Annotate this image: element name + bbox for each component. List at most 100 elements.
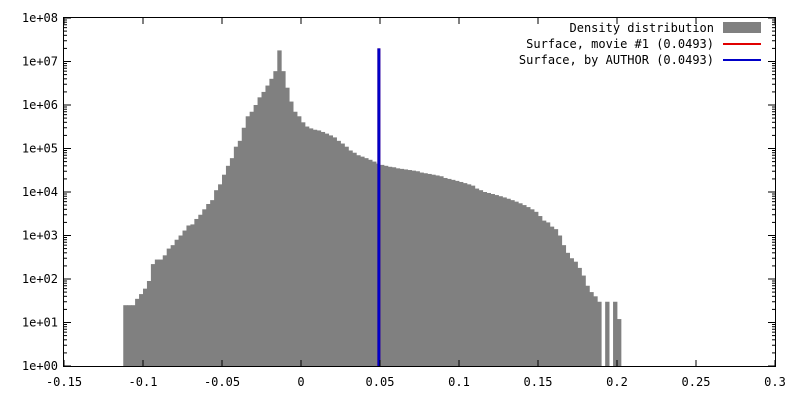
x-tick-label: 0.1 <box>448 375 470 389</box>
histogram-bar <box>222 174 227 366</box>
y-tick-label: 1e+00 <box>22 359 58 373</box>
y-tick-label: 1e+08 <box>22 11 58 25</box>
histogram-bar <box>241 127 247 366</box>
histogram-bar <box>352 152 357 366</box>
y-tick-label: 1e+05 <box>22 142 58 156</box>
histogram-bar <box>154 259 160 366</box>
x-axis: -0.15 -0.1 -0.05 0 0.05 0.1 0.15 0.2 0.25 0.3 <box>46 18 786 389</box>
histogram-bar <box>482 192 488 366</box>
histogram-bar <box>146 280 152 366</box>
x-tick-label: 0.3 <box>764 375 786 389</box>
histogram-bar <box>336 140 341 366</box>
x-tick-label: 0.25 <box>682 375 711 389</box>
histogram-bar <box>411 170 416 366</box>
histogram-bar <box>538 216 543 366</box>
histogram-bar <box>253 105 258 366</box>
histogram-bar <box>198 214 203 366</box>
histogram-bar <box>557 235 563 366</box>
histogram-bar <box>178 235 183 366</box>
x-tick-label: 0.05 <box>366 375 395 389</box>
histogram-bar <box>415 171 420 366</box>
histogram-bar <box>344 146 349 366</box>
histogram-bar <box>257 97 262 366</box>
histogram-bar <box>478 190 484 366</box>
histogram-bar <box>522 205 527 366</box>
histogram-bar <box>447 178 452 366</box>
legend-label-density: Density distribution <box>570 21 715 35</box>
legend-entry-author: Surface, by AUTHOR (0.0493) <box>519 53 761 67</box>
y-tick-label: 1e+02 <box>22 272 58 286</box>
histogram-bar <box>561 245 567 366</box>
y-tick-label: 1e+04 <box>22 185 58 199</box>
histogram-bar <box>210 200 215 366</box>
histogram-bar <box>281 71 286 367</box>
histogram-bar <box>565 252 570 366</box>
x-tick-label: -0.1 <box>129 375 158 389</box>
histogram-bar <box>403 169 409 366</box>
histogram-bar <box>589 292 594 366</box>
histogram-bar <box>581 275 586 366</box>
x-tick-label: 0.2 <box>606 375 628 389</box>
histogram-bar <box>399 168 405 366</box>
histogram-bar <box>328 135 333 366</box>
histogram-bar <box>340 143 345 366</box>
histogram-bar <box>395 168 401 366</box>
histogram-bar <box>569 258 574 366</box>
legend-swatch-density <box>723 22 761 33</box>
histogram-bar <box>320 131 326 366</box>
legend-label-movie: Surface, movie #1 (0.0493) <box>526 37 714 51</box>
histogram-bar <box>526 207 531 366</box>
histogram-bar <box>451 179 456 366</box>
histogram-bar <box>383 165 389 366</box>
x-tick-label: 0.15 <box>524 375 553 389</box>
histogram-bar <box>530 209 535 366</box>
histogram-bar <box>494 195 499 366</box>
plot-frame <box>63 17 776 367</box>
legend: Density distribution Surface, movie #1 (… <box>519 21 761 67</box>
histogram-bar <box>459 181 464 366</box>
histogram-bar <box>360 156 365 366</box>
histogram-bar <box>348 150 353 366</box>
histogram-bar <box>470 185 476 366</box>
histogram-bar <box>380 164 385 366</box>
histogram-bar <box>510 200 515 366</box>
histogram-bar <box>613 301 618 366</box>
y-tick-label: 1e+06 <box>22 98 58 112</box>
histogram-bar <box>301 122 306 366</box>
histogram-bar <box>304 126 310 366</box>
histogram-bar <box>597 301 602 366</box>
histogram-bar <box>617 319 622 366</box>
histogram-bar <box>431 174 436 366</box>
histogram-bar <box>285 87 290 366</box>
histogram-bar <box>372 161 377 366</box>
histogram-bar <box>324 133 330 366</box>
histogram-bar <box>541 220 547 366</box>
histogram-bar <box>391 167 397 366</box>
histogram-bar <box>269 78 274 366</box>
histogram-bar <box>194 218 199 366</box>
histogram-bar <box>486 192 491 366</box>
histogram-bar <box>127 305 132 366</box>
legend-entry-density: Density distribution <box>570 21 761 35</box>
x-tick-label: -0.15 <box>46 375 82 389</box>
histogram-bar <box>466 184 472 366</box>
histogram-bar <box>577 267 582 366</box>
histogram-bar <box>387 166 393 366</box>
legend-entry-movie: Surface, movie #1 (0.0493) <box>526 37 761 51</box>
x-tick-label: -0.05 <box>204 375 240 389</box>
histogram-bar <box>364 158 369 366</box>
histogram-bar <box>293 111 298 367</box>
y-tick-label: 1e+07 <box>22 55 58 69</box>
histogram-bar <box>312 129 318 366</box>
histogram-bar <box>135 298 140 366</box>
histogram-bar <box>162 255 168 366</box>
histogram-bar <box>218 184 223 366</box>
histogram-bar <box>332 137 337 366</box>
histogram-bar <box>131 305 136 366</box>
histogram-bar <box>585 285 590 366</box>
histogram-bar <box>518 203 523 366</box>
histogram-bar <box>316 130 322 366</box>
histogram-bar <box>455 180 460 366</box>
histogram-bar <box>233 146 239 366</box>
